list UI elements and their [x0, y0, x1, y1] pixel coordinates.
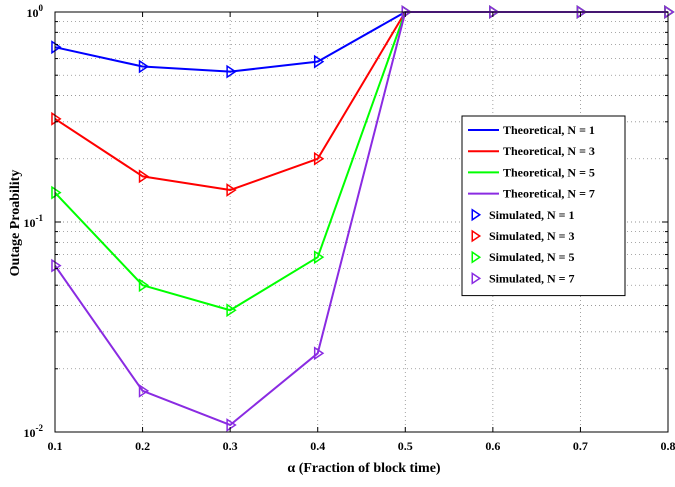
data-point-simulated-n-5 — [51, 185, 62, 200]
legend-label-theoretical-n-5: Theoretical, N = 5 — [503, 165, 595, 179]
x-tick-label: 0.4 — [310, 439, 325, 453]
legend-label-theoretical-n-1: Theoretical, N = 1 — [503, 123, 595, 137]
legend: Theoretical, N = 1 Theoretical, N = 3 Theo… — [461, 115, 626, 297]
y-tick-label: 10-2 — [24, 423, 44, 440]
y-tick-label: 10-1 — [24, 213, 44, 230]
legend-label-simulated-n-3: Simulated, N = 3 — [489, 229, 575, 243]
data-point-simulated-n-1 — [226, 64, 237, 79]
data-point-simulated-n-7 — [138, 383, 150, 398]
x-tick-label: 0.8 — [661, 439, 675, 453]
data-point-simulated-n-7 — [313, 346, 325, 361]
legend-marker-simulated-n-7 — [471, 271, 482, 285]
x-tick-label: 0.1 — [48, 439, 63, 453]
x-tick-label: 0.3 — [223, 439, 238, 453]
data-point-simulated-n-5 — [226, 303, 237, 318]
legend-marker-simulated-n-5 — [471, 250, 482, 264]
legend-label-theoretical-n-3: Theoretical, N = 3 — [503, 144, 595, 158]
data-point-simulated-n-1 — [138, 59, 150, 74]
series-line-theoretical-n-1 — [54, 11, 668, 73]
legend-box — [461, 115, 626, 297]
legend-label-simulated-n-5: Simulated, N = 5 — [489, 250, 575, 264]
x-tick-label: 0.7 — [573, 439, 588, 453]
data-point-simulated-n-3 — [313, 151, 325, 166]
y-tick-label: 100 — [27, 3, 44, 20]
x-tick-label: 0.6 — [485, 439, 500, 453]
legend-marker-simulated-n-3 — [471, 229, 482, 243]
x-tick-label: 0.5 — [398, 439, 413, 453]
data-point-simulated-n-5 — [138, 278, 150, 293]
legend-label-theoretical-n-7: Theoretical, N = 7 — [503, 187, 595, 201]
data-point-simulated-n-5 — [313, 250, 325, 265]
legend-label-simulated-n-7: Simulated, N = 7 — [489, 271, 575, 285]
axis-ticks: 0.1 0.2 0.3 0.4 0.5 0.6 0.7 0.8 10-2 10-1 100 — [24, 3, 675, 453]
y-axis-label: Outage Proability — [8, 170, 23, 277]
legend-marker-simulated-n-1 — [471, 208, 482, 222]
x-axis-label: α (Fraction of block time) — [287, 461, 441, 476]
data-point-simulated-n-3 — [226, 183, 237, 197]
data-point-simulated-n-1 — [313, 54, 325, 69]
data-point-simulated-n-7 — [226, 418, 237, 432]
legend-label-simulated-n-1: Simulated, N = 1 — [489, 208, 575, 222]
x-tick-label: 0.2 — [135, 439, 150, 453]
data-point-simulated-n-3 — [138, 169, 150, 184]
